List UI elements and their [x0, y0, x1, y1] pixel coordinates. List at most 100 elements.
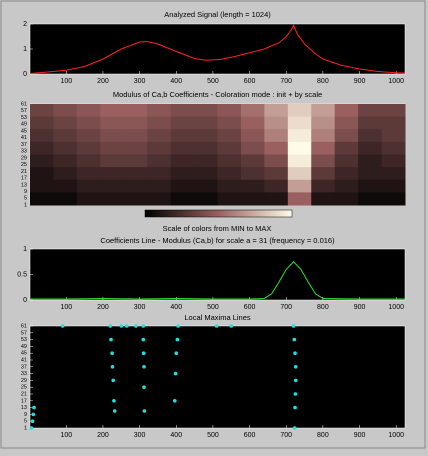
heat-cell — [311, 141, 336, 155]
heat-cell — [123, 179, 148, 193]
y-tick-label: 37 — [21, 142, 27, 148]
y-tick-label: 17 — [21, 176, 27, 182]
heat-cell — [123, 154, 148, 168]
heat-cell — [170, 104, 195, 118]
x-tick-label: 200 — [97, 432, 109, 439]
heat-cell — [334, 167, 359, 181]
heat-cell — [240, 129, 265, 143]
heat-cell — [123, 116, 148, 130]
heat-cell — [381, 141, 406, 155]
heat-cell — [217, 129, 242, 143]
maxima-point — [175, 337, 180, 342]
heat-cell — [53, 167, 78, 181]
maxima-point — [112, 409, 117, 413]
heat-cell — [53, 129, 78, 143]
y-tick-label: 21 — [21, 391, 27, 397]
heat-cell — [311, 116, 336, 130]
heat-cell — [287, 192, 312, 206]
x-tick-label: 100 — [60, 304, 72, 311]
heat-cell — [147, 141, 172, 155]
heat-cell — [100, 104, 125, 118]
x-tick-label: 800 — [317, 78, 329, 85]
heat-cell — [194, 192, 218, 206]
y-tick-label: 49 — [21, 122, 27, 128]
heat-cell — [311, 129, 336, 143]
maxima-point — [134, 324, 138, 328]
signal-line — [29, 24, 406, 74]
heat-cell — [240, 141, 265, 155]
heat-cell — [287, 104, 312, 118]
heat-cell — [287, 167, 312, 181]
heat-cell — [264, 141, 289, 155]
heat-cell — [76, 141, 101, 155]
y-tick-label: 5 — [24, 196, 27, 202]
heat-cell — [53, 116, 78, 130]
maxima-point — [173, 371, 178, 376]
heat-cell — [240, 179, 265, 193]
x-tick-label: 900 — [354, 78, 366, 85]
heat-cell — [334, 154, 359, 168]
heat-cell — [170, 141, 195, 155]
plot-area — [29, 325, 406, 429]
maxima-point — [174, 351, 179, 356]
x-tick-label: 300 — [134, 78, 146, 85]
maxima-point — [293, 365, 298, 369]
heat-cell — [381, 104, 406, 118]
y-tick-label: 0 — [23, 71, 27, 78]
y-tick-label: 13 — [21, 405, 27, 411]
x-tick-label: 200 — [97, 304, 109, 311]
maxima-point — [110, 351, 114, 356]
heat-cell — [53, 192, 78, 206]
maxima-point — [229, 324, 234, 328]
heat-cell — [30, 104, 54, 118]
heat-cell — [53, 154, 78, 168]
heat-cell — [100, 167, 125, 181]
heat-cell — [30, 129, 54, 143]
maxima-point — [214, 324, 219, 328]
y-tick-label: 53 — [21, 115, 27, 121]
y-tick-label: 0.5 — [17, 271, 27, 278]
maxima-point — [31, 412, 36, 417]
heat-cell — [311, 192, 336, 206]
heat-cell — [100, 179, 125, 193]
x-tick-label: 400 — [170, 304, 182, 311]
maxima-point — [109, 337, 113, 342]
maxima-point — [293, 378, 298, 383]
y-tick-label: 21 — [21, 169, 27, 175]
y-tick-label: 25 — [21, 162, 27, 168]
y-tick-label: 61 — [21, 323, 27, 329]
heat-cell — [194, 154, 218, 168]
heat-cell — [194, 104, 218, 118]
heat-cell — [147, 154, 172, 168]
x-tick-label: 500 — [207, 432, 219, 439]
heat-cell — [194, 167, 218, 181]
x-tick-label: 300 — [134, 432, 146, 439]
maxima-point — [291, 324, 296, 328]
heat-cell — [334, 141, 359, 155]
heat-cell — [358, 129, 383, 143]
heat-cell — [170, 116, 195, 130]
heat-cell — [147, 116, 172, 130]
heat-cell — [123, 167, 148, 181]
heat-cell — [287, 179, 312, 193]
heat-cell — [30, 192, 54, 206]
heat-cell — [311, 104, 336, 118]
y-tick-label: 25 — [21, 385, 27, 391]
heat-cell — [264, 167, 289, 181]
y-tick-label: 2 — [23, 21, 27, 28]
maxima-point — [124, 324, 129, 328]
heat-cell — [240, 154, 265, 168]
colorbar — [144, 209, 293, 218]
maxima-point — [112, 399, 116, 403]
heat-cell — [334, 179, 359, 193]
x-tick-label: 1000 — [388, 78, 404, 85]
heat-cell — [334, 116, 359, 130]
maxima-point — [176, 324, 180, 328]
y-tick-label: 1 — [23, 246, 27, 253]
heat-cell — [170, 179, 195, 193]
x-tick-label: 700 — [280, 432, 292, 439]
y-tick-label: 29 — [21, 378, 27, 384]
heat-cell — [381, 192, 406, 206]
heat-cell — [217, 141, 242, 155]
heat-cell — [76, 192, 101, 206]
